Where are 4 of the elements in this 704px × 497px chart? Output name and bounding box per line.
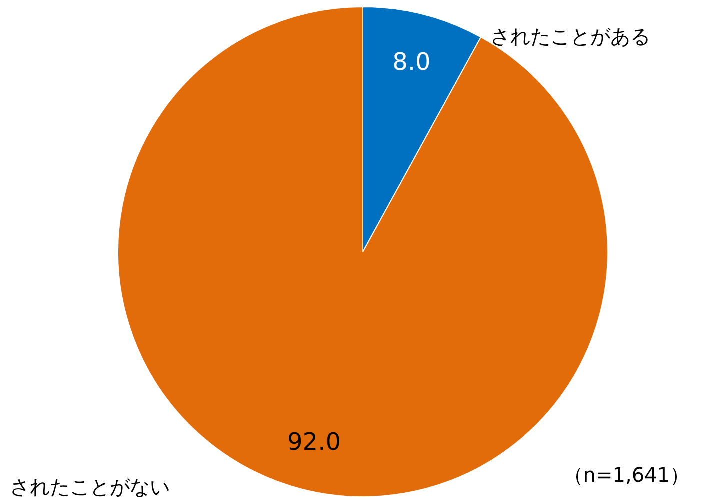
- slice-label: されたことがある: [490, 24, 650, 48]
- data-label: 8.0: [392, 48, 431, 76]
- text: （n=1,641）: [563, 463, 690, 487]
- data-label: 92.0: [288, 428, 341, 456]
